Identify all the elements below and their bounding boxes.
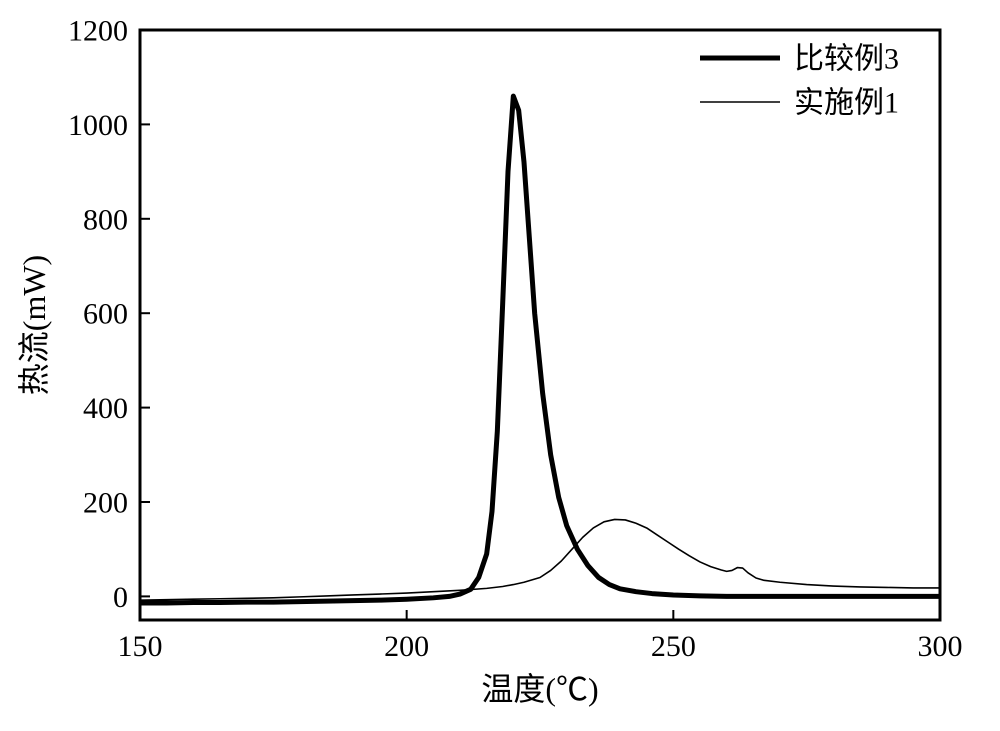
svg-text:200: 200 xyxy=(83,487,128,520)
svg-text:温度(℃): 温度(℃) xyxy=(481,671,598,707)
svg-text:1000: 1000 xyxy=(68,109,128,142)
svg-text:200: 200 xyxy=(384,630,429,663)
svg-text:300: 300 xyxy=(918,630,963,663)
svg-text:实施例1: 实施例1 xyxy=(794,87,899,120)
svg-text:热流(mW): 热流(mW) xyxy=(16,255,52,395)
svg-text:比较例3: 比较例3 xyxy=(794,43,899,76)
series-line-example1 xyxy=(140,519,940,600)
svg-text:250: 250 xyxy=(651,630,696,663)
svg-text:0: 0 xyxy=(113,581,128,614)
svg-text:150: 150 xyxy=(118,630,163,663)
svg-text:600: 600 xyxy=(83,298,128,331)
chart-svg: 150 200 250 300 0 200 400 600 800 1000 1200 温度(℃) 热流… xyxy=(0,0,1000,731)
svg-text:1200: 1200 xyxy=(68,15,128,48)
dsc-line-chart: 150 200 250 300 0 200 400 600 800 1000 1200 温度(℃) 热流… xyxy=(0,0,1000,731)
svg-text:800: 800 xyxy=(83,203,128,236)
svg-text:400: 400 xyxy=(83,392,128,425)
series-line-comparative3 xyxy=(140,96,940,603)
